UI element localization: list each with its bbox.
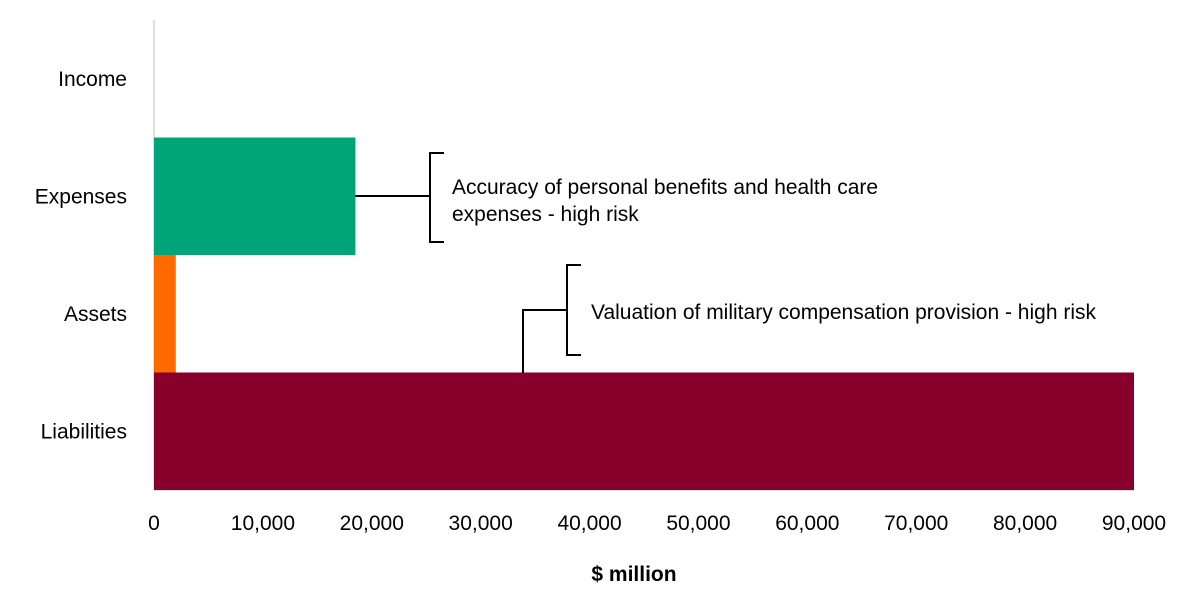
annotation-liabilities-line-1: Valuation of military compensation provi…	[591, 301, 1097, 324]
annotation-expenses-bracket	[429, 152, 444, 243]
x-tick-labels: 0 10,000 20,000 30,000 40,000 50,000 60,000 70,…	[148, 512, 1166, 535]
x-axis-title: $ million	[591, 563, 676, 586]
annotation-liabilities-connector	[522, 309, 567, 373]
bar-expenses	[154, 137, 356, 255]
x-tick-label: 20,000	[340, 512, 404, 535]
x-tick-label: 90,000	[1102, 512, 1166, 535]
annotation-expenses-line-1: Accuracy of personal benefits and health…	[452, 176, 878, 199]
bar-assets	[154, 255, 176, 373]
x-tick-label: 0	[148, 512, 160, 535]
category-label-expenses: Expenses	[35, 185, 127, 208]
x-tick-label: 10,000	[231, 512, 295, 535]
bar-group	[154, 137, 1134, 490]
x-tick-label: 30,000	[449, 512, 513, 535]
category-label-assets: Assets	[64, 303, 127, 326]
annotation-expenses: Accuracy of personal benefits and health…	[355, 152, 878, 243]
category-label-liabilities: Liabilities	[41, 420, 127, 443]
x-tick-label: 80,000	[993, 512, 1057, 535]
x-tick-label: 60,000	[775, 512, 839, 535]
bar-liabilities	[154, 372, 1134, 490]
annotation-liabilities-bracket	[566, 264, 581, 356]
annotation-liabilities: Valuation of military compensation provi…	[522, 264, 1097, 373]
x-tick-label: 50,000	[666, 512, 730, 535]
x-tick-label: 70,000	[884, 512, 948, 535]
x-tick-label: 40,000	[557, 512, 621, 535]
annotation-expenses-line-2: expenses - high risk	[452, 203, 639, 226]
category-labels: Income Expenses Assets Liabilities	[35, 68, 127, 444]
category-label-income: Income	[58, 68, 127, 91]
